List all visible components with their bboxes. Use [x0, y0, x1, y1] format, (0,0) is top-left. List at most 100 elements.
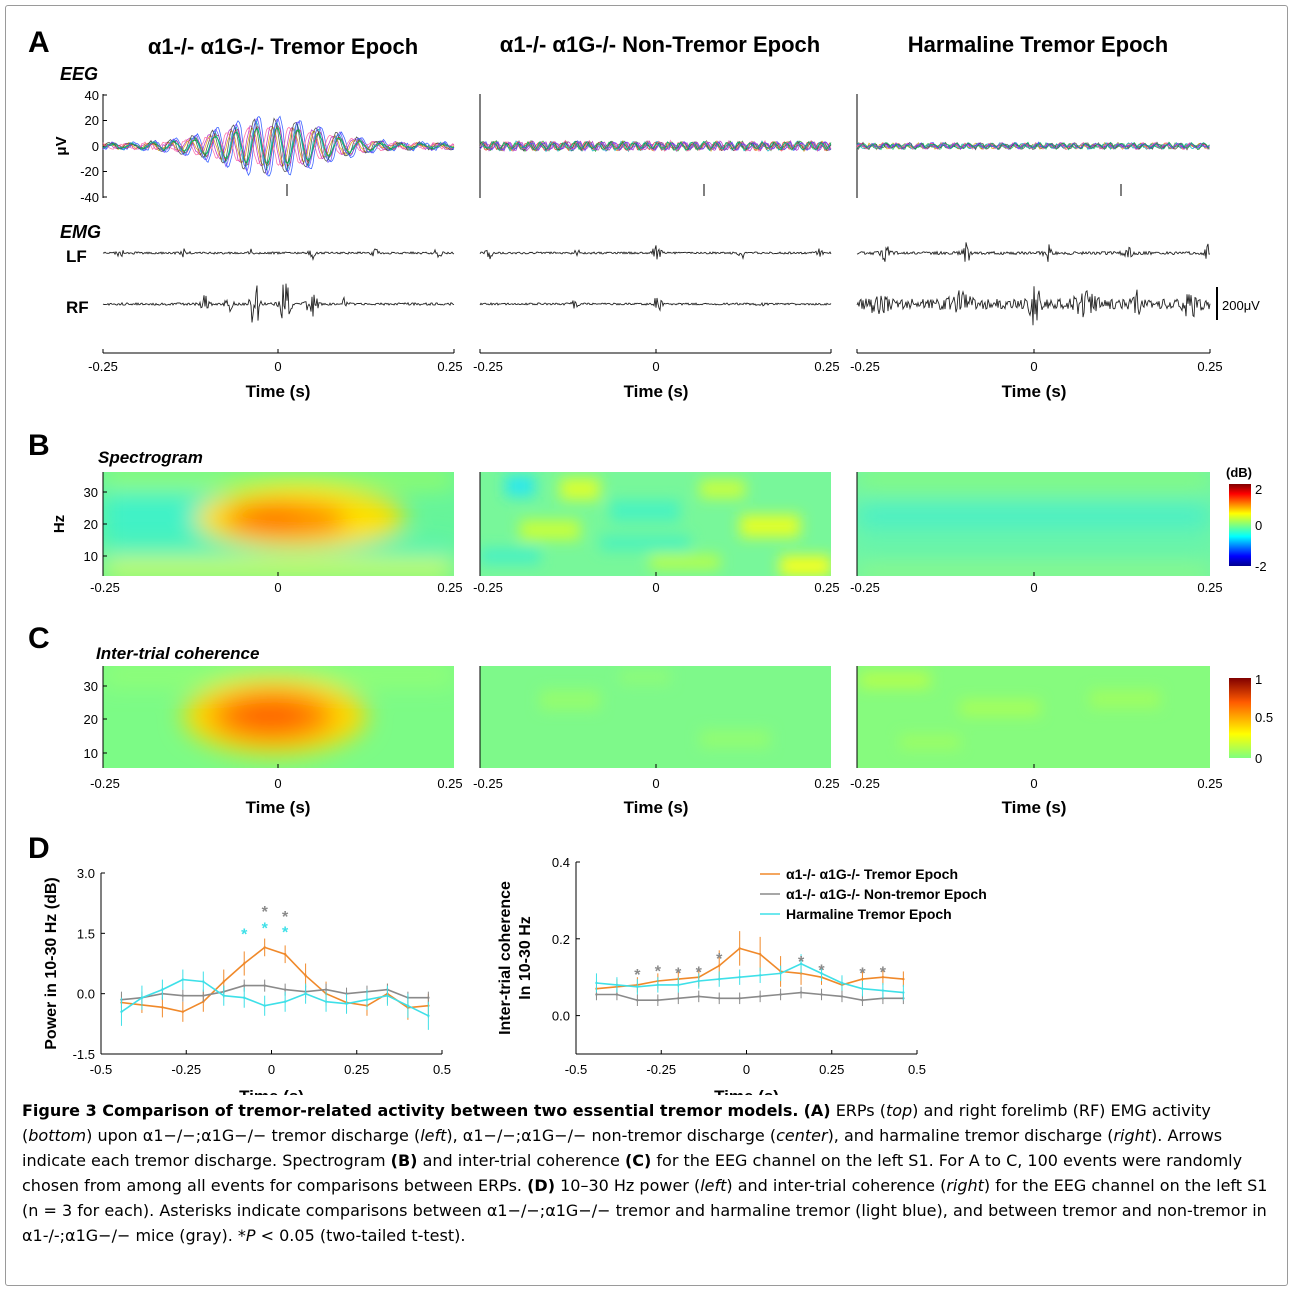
caption-title: Figure 3 Comparison of tremor-related ac…: [22, 1101, 799, 1120]
a-xtick-1-mid: 0: [274, 359, 281, 374]
c-xtick-2-left: -0.25: [473, 776, 503, 791]
x-tick-label: 0.25: [819, 1062, 844, 1077]
c-xtick-1-mid: 0: [274, 776, 281, 791]
significance-asterisk: *: [859, 965, 866, 982]
figure-caption: Figure 3 Comparison of tremor-related ac…: [22, 1098, 1277, 1248]
x-tick-label: -0.5: [565, 1062, 587, 1077]
c-xtick-1-right: 0.25: [437, 776, 462, 791]
b-xtick-3-left: -0.25: [850, 580, 880, 595]
significance-asterisk: *: [675, 966, 682, 983]
y-tick-label: -1.5: [73, 1047, 95, 1062]
y-tick-label: 3.0: [77, 866, 95, 881]
c-cbar-tick-1: 1: [1255, 672, 1262, 687]
caption-italic-left: left: [420, 1126, 447, 1145]
eeg-trace: [479, 140, 832, 151]
caption-text-3: ) upon α1−/−;α1G−/− tremor discharge (: [86, 1126, 421, 1145]
caption-italic-right-2: right: [946, 1176, 984, 1195]
spectrogram-label: Spectrogram: [98, 448, 203, 467]
significance-asterisk: *: [241, 926, 248, 943]
eeg-y-unit: μV: [53, 136, 70, 155]
caption-text-5: ), and harmaline tremor discharge (: [827, 1126, 1114, 1145]
power-chart: -0.5 -0.25 0 0.25 0.5 3.0 1.5 0.0 -1.5 Time (s) Po…: [43, 866, 451, 1095]
figure-frame: [5, 5, 1288, 1286]
caption-text-11: ) for the EEG channel on the left S1 (n …: [22, 1176, 1268, 1245]
a-xtick-2-right: 0.25: [814, 359, 839, 374]
eeg-trace: [479, 139, 832, 153]
spectrogram-harmaline: [857, 472, 1210, 576]
significance-asterisk: *: [655, 963, 662, 980]
c-xtick-2-mid: 0: [652, 776, 659, 791]
eeg-trace: [856, 141, 1210, 151]
y-tick-label: 0.0: [77, 987, 95, 1002]
x-tick-label: 0.5: [908, 1062, 926, 1077]
caption-text-2: ) and right forelimb (RF) EMG activity (: [22, 1101, 1211, 1145]
c-xtick-3-left: -0.25: [850, 776, 880, 791]
title-tremor-epoch: α1-/- α1G-/- Tremor Epoch: [148, 34, 418, 59]
x-tick-label: -0.25: [171, 1062, 201, 1077]
significance-asterisk: *: [262, 904, 269, 921]
a-xtick-1-right: 0.25: [437, 359, 462, 374]
b-xtick-1-mid: 0: [274, 580, 281, 595]
b-ylabel: Hz: [51, 515, 68, 533]
b-y-axis: [102, 472, 858, 576]
b-xtick-2-right: 0.25: [814, 580, 839, 595]
y-tick-label: 0.2: [552, 932, 570, 947]
caption-italic-left-2: left: [700, 1176, 727, 1195]
c-xlabel-3: Time (s): [1002, 798, 1067, 817]
x-tick-label: 0.5: [433, 1062, 451, 1077]
a-xtick-2-mid: 0: [652, 359, 659, 374]
b-xtick-3-right: 0.25: [1197, 580, 1222, 595]
x-tick-label: 0: [743, 1062, 750, 1077]
x-axis-label: Time (s): [714, 1087, 779, 1095]
a-xtick-3-mid: 0: [1030, 359, 1037, 374]
legend-entry: Harmaline Tremor Epoch: [786, 906, 952, 922]
caption-text-9: 10–30 Hz power (: [555, 1176, 701, 1195]
eeg-ytick-40: 40: [85, 88, 99, 103]
series-line: [121, 978, 429, 1017]
caption-text-4: ), α1−/−;α1G−/− non-tremor discharge (: [446, 1126, 777, 1145]
eeg-trace: [102, 128, 455, 165]
eeg-ytick-neg20: -20: [80, 164, 99, 179]
significance-asterisk: *: [818, 963, 825, 980]
y-axis-label: Inter-trial coherence: [497, 881, 514, 1035]
panel-letter-c: C: [28, 622, 50, 655]
b-xtick-1-left: -0.25: [90, 580, 120, 595]
c-xlabel-1: Time (s): [246, 798, 311, 817]
series-line: [596, 962, 904, 994]
caption-text-8: for the EEG channel on the left S1. For …: [22, 1151, 1243, 1195]
b-xtick-1-right: 0.25: [437, 580, 462, 595]
emg-scale-label: 200μV: [1222, 298, 1260, 313]
emg-trace: [102, 283, 455, 323]
caption-text-6: ). Arrows indicate each tremor discharge…: [22, 1126, 1223, 1170]
significance-asterisk: *: [798, 954, 805, 971]
caption-italic-bottom: bottom: [28, 1126, 87, 1145]
a-xlabel-3: Time (s): [1002, 382, 1067, 401]
c-xtick-3-mid: 0: [1030, 776, 1037, 791]
legend-entry: α1-/- α1G-/- Non-tremor Epoch: [786, 886, 987, 902]
x-axis-label: Time (s): [239, 1087, 304, 1095]
x-tick-label: -0.5: [90, 1062, 112, 1077]
b-ytick-10: 10: [84, 549, 98, 564]
emg-traces: [102, 242, 1211, 326]
b-cbar-tick-0: 0: [1255, 518, 1262, 533]
itc-non-tremor: [480, 666, 831, 768]
b-colorbar: [1229, 484, 1251, 566]
x-tick-label: 0: [268, 1062, 275, 1077]
b-xtick-2-mid: 0: [652, 580, 659, 595]
a-xtick-3-right: 0.25: [1197, 359, 1222, 374]
c-xtick-2-right: 0.25: [814, 776, 839, 791]
a-xlabel-1: Time (s): [246, 382, 311, 401]
eeg-trace: [856, 142, 1210, 150]
spectrogram-non-tremor: [480, 472, 831, 576]
c-xlabel-2: Time (s): [624, 798, 689, 817]
b-ytick-20: 20: [84, 517, 98, 532]
caption-text-7: and inter-trial coherence: [417, 1151, 625, 1170]
emg-trace: [479, 245, 832, 260]
eeg-ytick-neg40: -40: [80, 190, 99, 205]
c-colorbar: [1229, 678, 1251, 758]
emg-label: EMG: [60, 222, 101, 242]
caption-ref-d: (D): [527, 1176, 555, 1195]
y-tick-label: 0.0: [552, 1009, 570, 1024]
y-axis-label: Power in 10-30 Hz (dB): [43, 877, 60, 1049]
caption-text-12: < 0.05 (two-tailed t-test).: [255, 1226, 466, 1245]
